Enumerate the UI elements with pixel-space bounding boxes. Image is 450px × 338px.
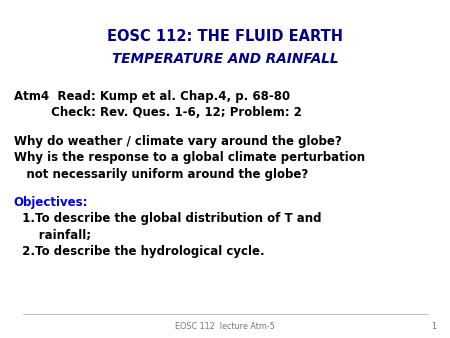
Text: rainfall;: rainfall;: [14, 229, 90, 242]
Text: TEMPERATURE AND RAINFALL: TEMPERATURE AND RAINFALL: [112, 52, 338, 66]
Text: Objectives:: Objectives:: [14, 196, 88, 209]
Text: 1: 1: [432, 322, 436, 331]
Text: EOSC 112: THE FLUID EARTH: EOSC 112: THE FLUID EARTH: [107, 29, 343, 44]
Text: Check: Rev. Ques. 1-6, 12; Problem: 2: Check: Rev. Ques. 1-6, 12; Problem: 2: [14, 106, 302, 119]
Text: 1.To describe the global distribution of T and: 1.To describe the global distribution of…: [14, 212, 321, 225]
Text: Why is the response to a global climate perturbation: Why is the response to a global climate …: [14, 151, 364, 164]
Text: EOSC 112  lecture Atm-5: EOSC 112 lecture Atm-5: [175, 322, 275, 331]
Text: 2.To describe the hydrological cycle.: 2.To describe the hydrological cycle.: [14, 245, 264, 258]
Text: Atm4  Read: Kump et al. Chap.4, p. 68-80: Atm4 Read: Kump et al. Chap.4, p. 68-80: [14, 90, 290, 102]
Text: Why do weather / climate vary around the globe?: Why do weather / climate vary around the…: [14, 135, 341, 148]
Text: not necessarily uniform around the globe?: not necessarily uniform around the globe…: [14, 168, 308, 181]
